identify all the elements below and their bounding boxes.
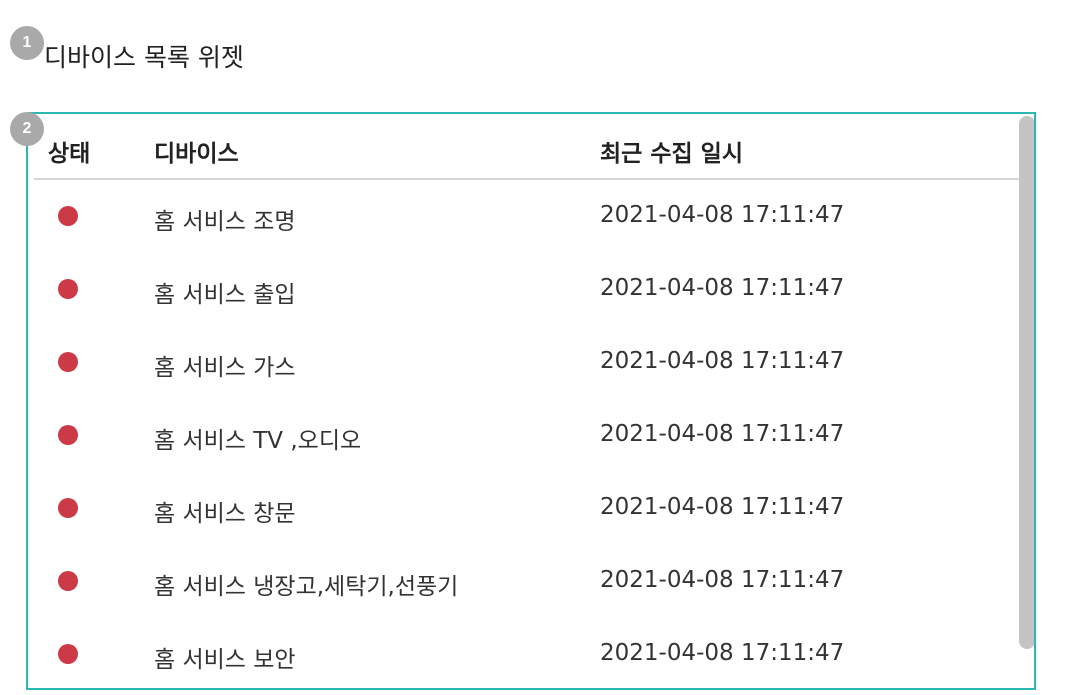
status-dot-icon <box>58 498 78 518</box>
device-name: 홈 서비스 TV ,오디오 <box>154 428 362 454</box>
collected-time: 2021-04-08 17:11:47 <box>600 202 845 228</box>
table-row[interactable]: 홈 서비스 보안 2021-04-08 17:11:47 <box>34 618 1022 688</box>
table-row[interactable]: 홈 서비스 조명 2021-04-08 17:11:47 <box>34 180 1022 253</box>
collected-time: 2021-04-08 17:11:47 <box>600 640 845 666</box>
device-name: 홈 서비스 가스 <box>154 355 296 381</box>
collected-time: 2021-04-08 17:11:47 <box>600 494 845 520</box>
status-dot-icon <box>58 279 78 299</box>
collected-time: 2021-04-08 17:11:47 <box>600 421 845 447</box>
scrollbar-thumb[interactable] <box>1019 116 1034 649</box>
table-row[interactable]: 홈 서비스 창문 2021-04-08 17:11:47 <box>34 472 1022 545</box>
status-dot-icon <box>58 425 78 445</box>
device-name: 홈 서비스 출입 <box>154 282 296 308</box>
table-row[interactable]: 홈 서비스 TV ,오디오 2021-04-08 17:11:47 <box>34 399 1022 472</box>
status-dot-icon <box>58 571 78 591</box>
status-dot-icon <box>58 352 78 372</box>
status-dot-icon <box>58 644 78 664</box>
device-list-panel: 상태 디바이스 최근 수집 일시 홈 서비스 조명 2021-04-08 17:… <box>26 112 1036 690</box>
table-row[interactable]: 홈 서비스 가스 2021-04-08 17:11:47 <box>34 326 1022 399</box>
device-name: 홈 서비스 창문 <box>154 501 296 527</box>
table-header: 상태 디바이스 최근 수집 일시 <box>34 114 1022 180</box>
device-name: 홈 서비스 보안 <box>154 647 296 673</box>
widget-title: 디바이스 목록 위젯 <box>44 43 244 72</box>
table-row[interactable]: 홈 서비스 냉장고,세탁기,선풍기 2021-04-08 17:11:47 <box>34 545 1022 618</box>
device-name: 홈 서비스 조명 <box>154 209 296 235</box>
collected-time: 2021-04-08 17:11:47 <box>600 348 845 374</box>
header-last-collected: 최근 수집 일시 <box>600 141 743 167</box>
table-row[interactable]: 홈 서비스 출입 2021-04-08 17:11:47 <box>34 253 1022 326</box>
status-dot-icon <box>58 206 78 226</box>
collected-time: 2021-04-08 17:11:47 <box>600 567 845 593</box>
annotation-badge-1: 1 <box>10 26 44 60</box>
device-name: 홈 서비스 냉장고,세탁기,선풍기 <box>154 574 459 600</box>
collected-time: 2021-04-08 17:11:47 <box>600 275 845 301</box>
annotation-badge-2: 2 <box>10 112 44 146</box>
header-status: 상태 <box>48 141 91 167</box>
header-device: 디바이스 <box>154 141 239 167</box>
